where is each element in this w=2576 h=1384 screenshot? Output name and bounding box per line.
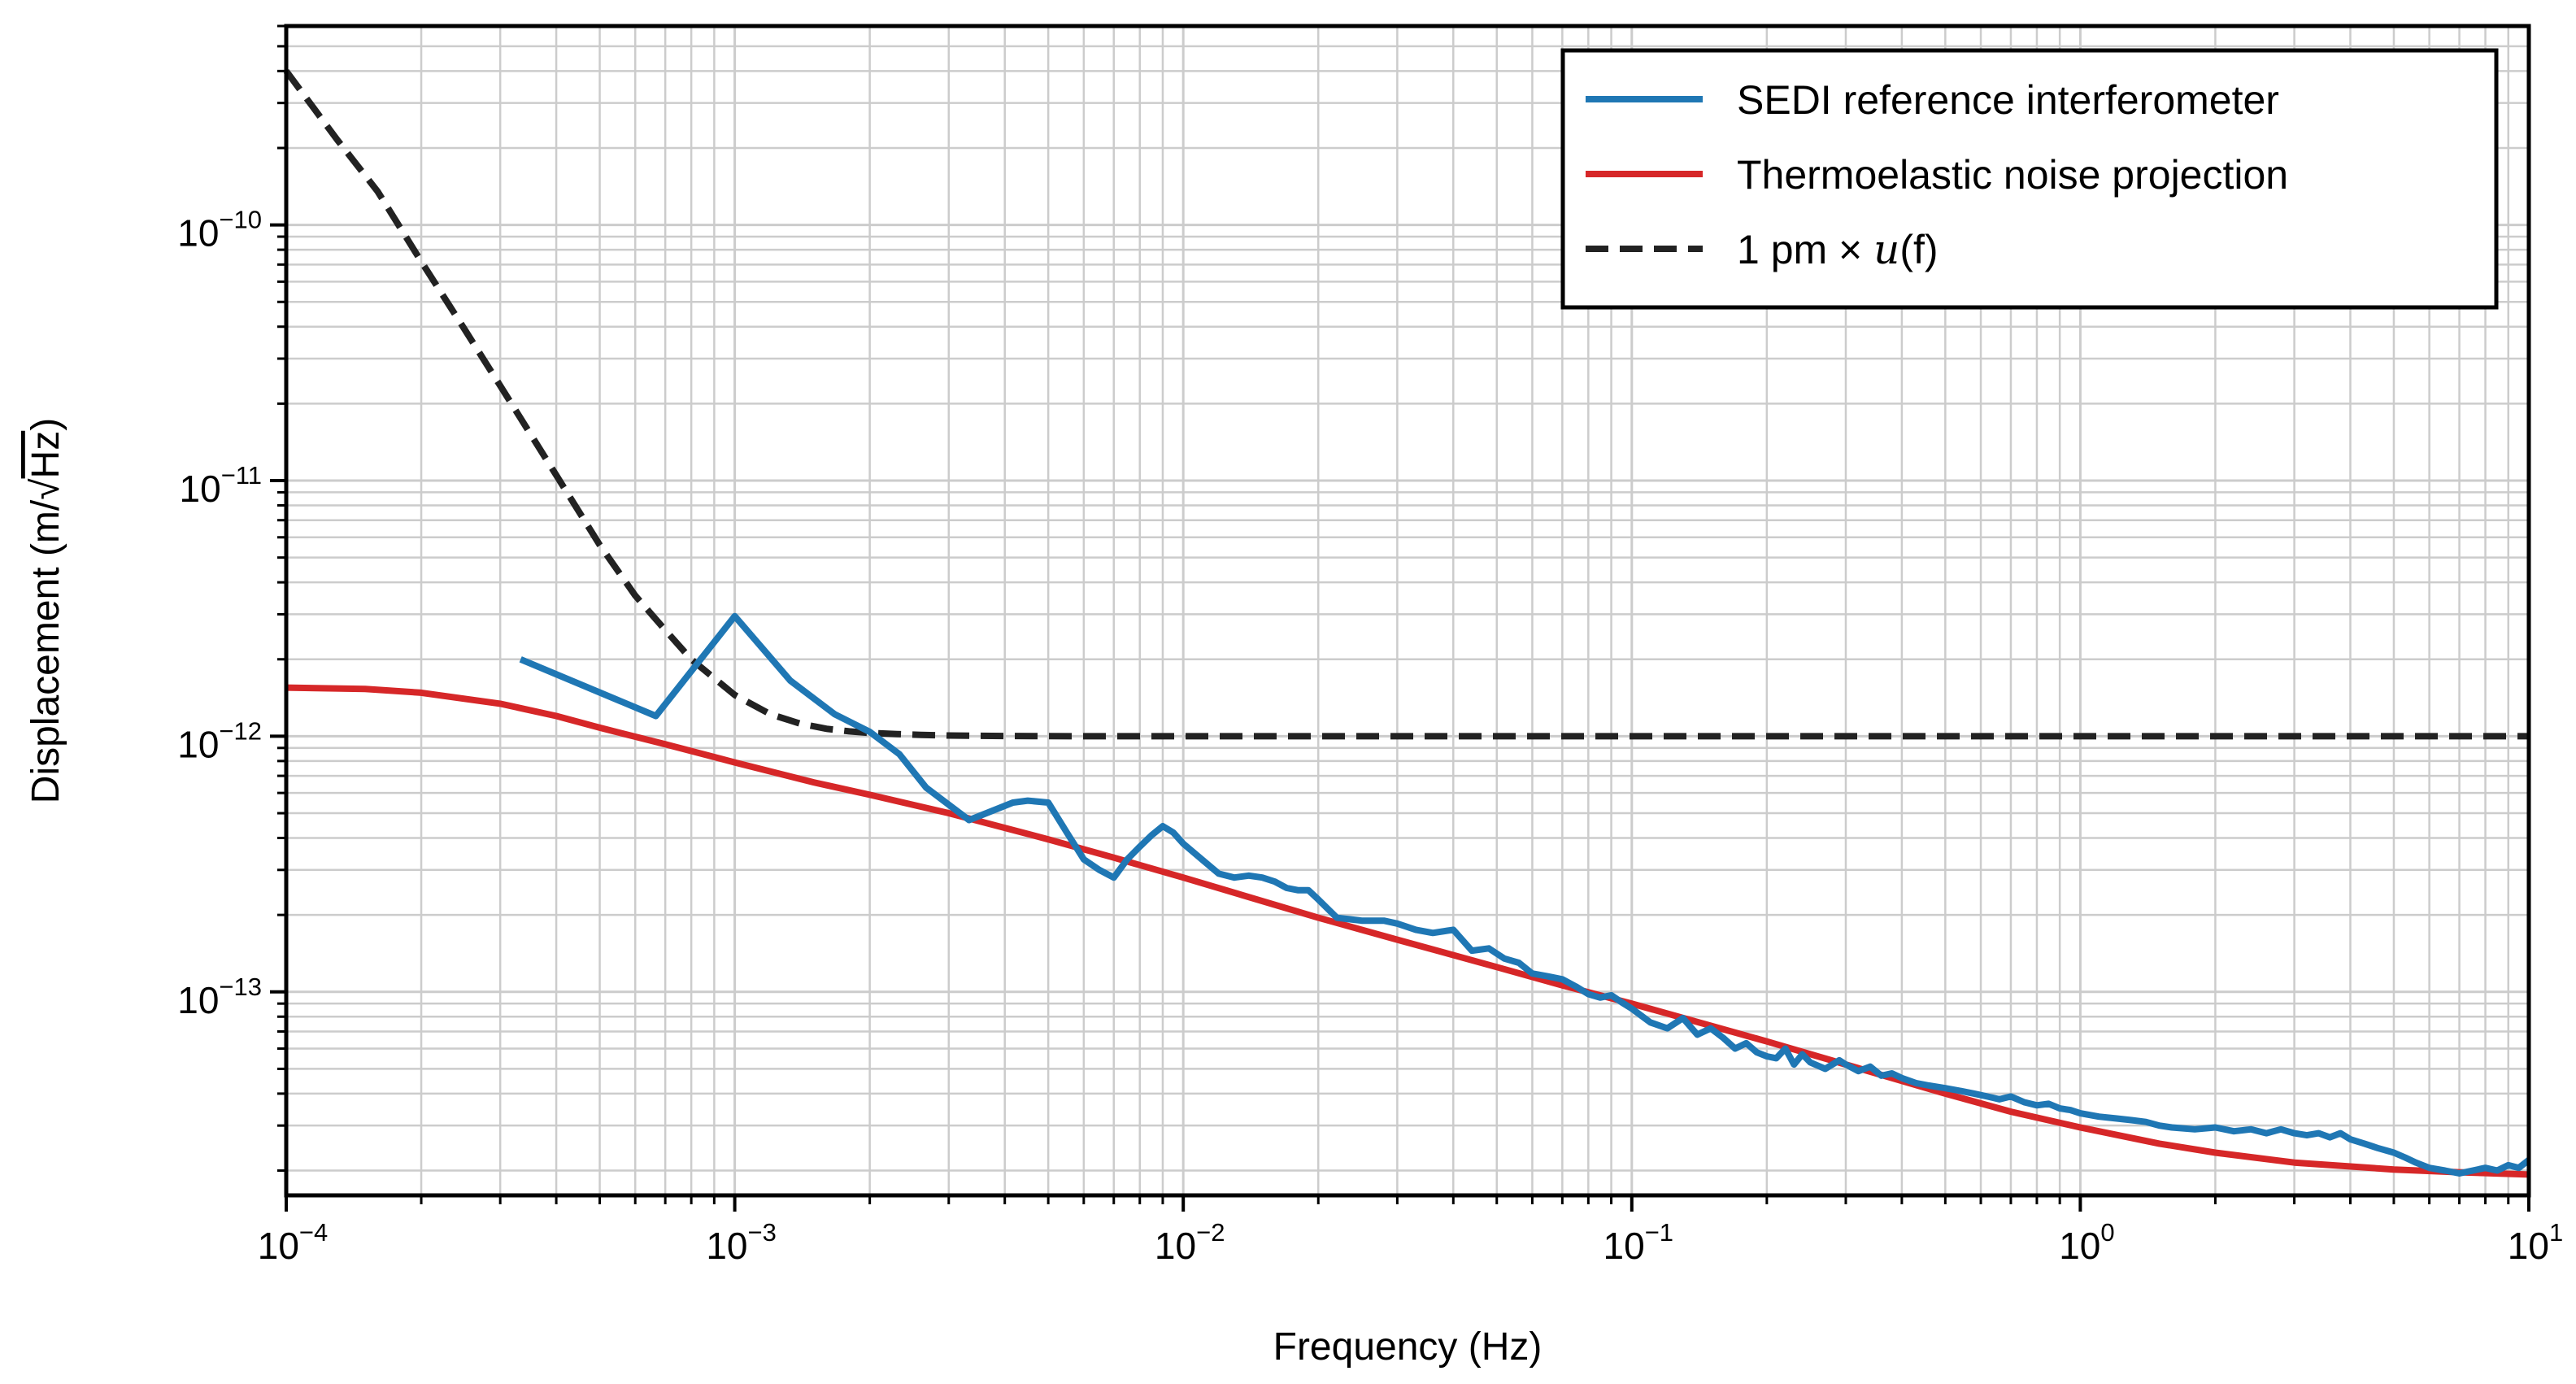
plot-frame [284,24,2531,1198]
series-1pm-line [283,69,2529,740]
series-layer [283,69,2531,1178]
y-tick-label: 10−12 [177,716,262,765]
legend-label-sedi: SEDI reference interferometer [1737,77,2279,123]
y-tick-label: 10−11 [180,461,262,510]
y-tick-label: 10−13 [177,973,262,1021]
grid [285,24,2530,1195]
legend-label-thermoelastic: Thermoelastic noise projection [1737,152,2288,198]
legend: SEDI reference interferometer Thermoelas… [1560,48,2499,310]
legend-box [1560,48,2499,310]
x-tick-label: 10−1 [1603,1218,1674,1267]
x-tick-label: 10−2 [1155,1218,1225,1267]
major-ticks [270,223,2530,1212]
x-tick-label: 10−3 [706,1218,777,1267]
x-axis-title: Frequency (Hz) [1273,1325,1543,1369]
series-sedi-line [519,612,2531,1177]
x-tick-label: 101 [2508,1218,2563,1267]
legend-label-1pm: 1 pm × u(f) [1737,226,1939,273]
x-tick-label: 10−4 [258,1218,329,1267]
y-tick-label: 10−10 [177,206,262,255]
series-thermoelastic-line [285,684,2530,1178]
x-tick-label: 100 [2059,1218,2114,1267]
y-axis-title: Displacement (m/√Hz) [24,418,67,803]
